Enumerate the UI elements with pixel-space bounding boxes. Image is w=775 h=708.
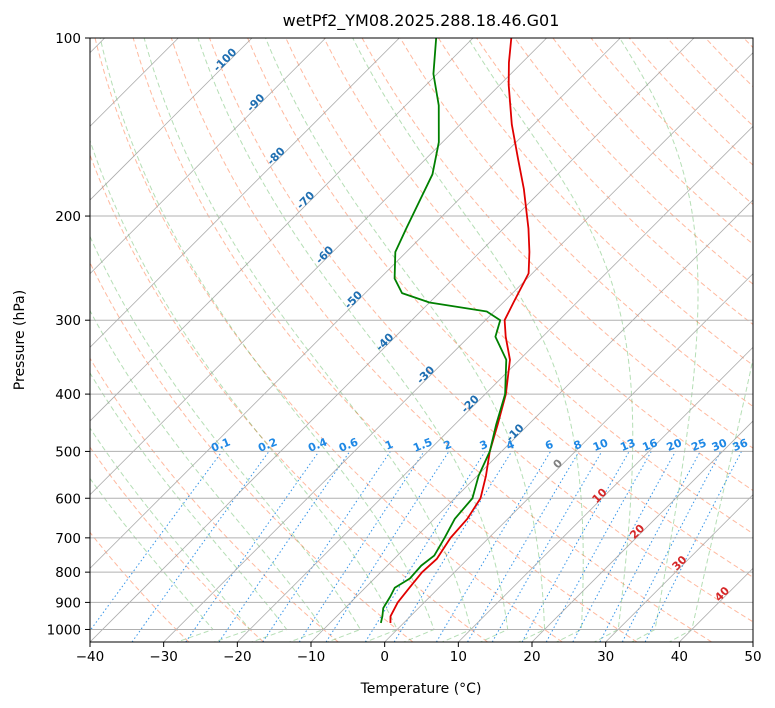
mixing-ratio-label: 2 [442, 438, 454, 453]
dewpoint-profile-line [379, 38, 508, 624]
x-tick-label: 10 [450, 649, 467, 665]
mixing-ratio-line [364, 451, 486, 642]
y-axis-label: Pressure (hPa) [12, 290, 28, 390]
profiles [379, 38, 531, 624]
x-axis-label: Temperature (°C) [360, 681, 482, 697]
isotherm-line [90, 38, 547, 496]
x-tick-label: 30 [597, 649, 614, 665]
dry-adiabat-line [170, 38, 712, 642]
isotherm-line [310, 199, 753, 642]
dry-adiabat-line [90, 153, 488, 642]
isotherm-line [90, 38, 326, 275]
moist-adiabat-line [143, 38, 472, 642]
moist-adiabat-line [99, 38, 435, 642]
mixing-ratio-label: 13 [618, 436, 637, 454]
moist-adiabat-line [619, 38, 699, 642]
dry-adiabat-line [90, 531, 190, 642]
y-tick-label: 900 [55, 595, 81, 611]
moist-adiabat-line [90, 235, 362, 642]
dry-adiabat-line [90, 261, 414, 642]
y-tick-label: 500 [55, 444, 81, 460]
y-tick-label: 1000 [47, 622, 81, 638]
moist-adiabat-line [265, 38, 546, 642]
x-tick-label: 40 [671, 649, 688, 665]
moist-adiabat-line [90, 309, 325, 642]
y-tick-label: 100 [55, 31, 81, 47]
mixing-ratio-label: 36 [731, 436, 750, 454]
y-tick-label: 700 [55, 531, 81, 547]
x-tick-label: −10 [297, 649, 326, 665]
dry-adiabat-line [438, 38, 753, 366]
pressure-gridlines [90, 38, 753, 630]
axes: −40 −30 −20 −10 0 10 20 30 40 50 100 200 300 400 500 60… [47, 31, 762, 665]
isotherm-line [90, 38, 474, 422]
dry-adiabat-line [399, 38, 753, 408]
y-tick-label: 300 [55, 313, 81, 329]
temperature-profile-line [389, 38, 531, 623]
dry-adiabat-line [552, 38, 753, 245]
mixing-ratio-label: 10 [591, 436, 610, 454]
mixing-ratio-line [131, 451, 270, 642]
dry-adiabat-line [323, 38, 753, 492]
dry-adiabat-line [476, 38, 753, 326]
isotherm-line [90, 38, 253, 201]
isotherm-line [163, 52, 753, 642]
chart-title: wetPf2_YM08.2025.288.18.46.G01 [283, 11, 560, 31]
mixing-ratio-label: 25 [689, 436, 708, 454]
mixing-ratio-line [491, 451, 603, 642]
dry-adiabat-line [285, 38, 753, 535]
mixing-ratio-line [467, 451, 580, 642]
moist-adiabat-line [197, 38, 509, 642]
dry-adiabat-line [590, 38, 753, 206]
mixing-ratio-line [325, 451, 450, 642]
mixing-ratio-lines [90, 451, 742, 642]
moist-adiabat-line [90, 477, 214, 642]
mixing-ratio-label: 3 [478, 438, 490, 453]
mixing-ratio-line [521, 451, 630, 642]
mixing-ratio-label: 1 [383, 438, 395, 453]
dry-adiabat-line [90, 357, 339, 642]
x-tick-label: 50 [744, 649, 761, 665]
dry-adiabat-line [94, 38, 563, 642]
isotherm-line [90, 38, 621, 569]
mixing-ratio-line [572, 451, 676, 642]
x-tick-label: −40 [76, 649, 105, 665]
mixing-ratio-label: 20 [665, 436, 684, 454]
x-tick-label: 0 [380, 649, 389, 665]
isotherm-line [90, 38, 695, 642]
y-tick-label: 200 [55, 209, 81, 225]
mixing-ratio-line [435, 451, 552, 642]
isotherm-line [458, 346, 753, 642]
x-tick-label: −20 [223, 649, 252, 665]
y-tick-label: 600 [55, 491, 81, 507]
mixing-ratio-line [218, 451, 351, 642]
isotherms [90, 38, 753, 642]
moist-adiabat-line [90, 427, 251, 642]
mixing-ratio-line [90, 451, 223, 632]
moist-adiabat-line [467, 38, 634, 642]
moist-adiabats [90, 38, 753, 642]
isotherm-line [384, 273, 753, 642]
y-tick-label: 800 [55, 565, 81, 581]
moist-adiabat-line [668, 356, 753, 642]
mixing-ratio-line [393, 451, 513, 642]
mixing-ratio-label: 30 [710, 436, 729, 454]
isotherm-line [531, 420, 753, 642]
dry-adiabat-line [247, 38, 753, 578]
plot-frame [89, 37, 754, 643]
y-tick-label: 400 [55, 387, 81, 403]
moist-adiabat-line [90, 372, 288, 642]
isotherm-line [605, 494, 753, 642]
dry-adiabat-line [209, 38, 753, 623]
mixing-ratio-label: 16 [640, 436, 659, 454]
mixing-ratio-label: 8 [572, 438, 584, 453]
isotherm-line [237, 125, 753, 642]
x-tick-label: −30 [149, 649, 178, 665]
isotherm-line [90, 38, 400, 348]
dry-adiabat-line [132, 38, 638, 642]
x-tick-label: 20 [523, 649, 540, 665]
